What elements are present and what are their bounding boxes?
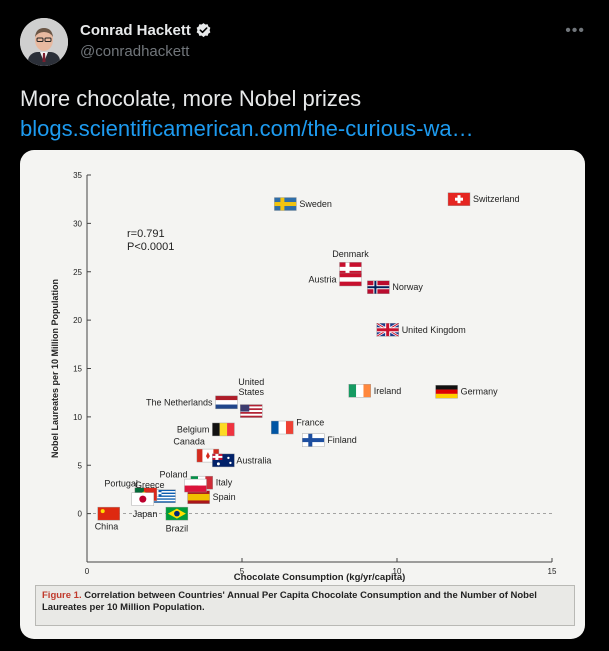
flag-austria bbox=[339, 272, 362, 287]
flag-spain bbox=[187, 490, 210, 504]
chart-labels: Switzerland Sweden Denmark Austria Norway Uni… bbox=[95, 194, 520, 533]
x-tick-label: 0 bbox=[85, 567, 90, 576]
scatter-chart: 0 5 10 15 20 25 30 35 0 5 10 15 Chocolate Consumptio… bbox=[50, 171, 557, 583]
y-tick-label: 25 bbox=[73, 268, 82, 277]
point-label: Finland bbox=[327, 435, 357, 445]
user-handle[interactable]: @conradhackett bbox=[80, 43, 190, 60]
flag-brazil bbox=[165, 506, 189, 521]
flag-united-kingdom bbox=[376, 322, 400, 338]
y-tick-label: 35 bbox=[73, 171, 82, 180]
point-label: Denmark bbox=[332, 249, 369, 259]
point-label: Austria bbox=[308, 274, 336, 284]
figure-caption-label: Figure 1. bbox=[42, 590, 82, 601]
avatar-image bbox=[20, 18, 68, 66]
tweet-text: More chocolate, more Nobel prizes bbox=[20, 86, 362, 111]
y-tick-label: 15 bbox=[73, 365, 82, 374]
y-tick-label: 30 bbox=[73, 219, 82, 228]
point-label: China bbox=[95, 522, 119, 532]
point-label: France bbox=[296, 418, 324, 428]
y-tick-label: 20 bbox=[73, 316, 82, 325]
point-label: Canada bbox=[173, 437, 205, 447]
flag-norway bbox=[367, 280, 390, 294]
point-label: Spain bbox=[213, 492, 236, 502]
y-tick-label: 5 bbox=[78, 461, 83, 470]
tweet-link[interactable]: blogs.scientificamerican.com/the-curious… bbox=[20, 116, 474, 141]
x-tick-label: 15 bbox=[548, 567, 557, 576]
figure-caption-text: Correlation between Countries' Annual Pe… bbox=[42, 590, 537, 613]
flag-france bbox=[271, 420, 294, 435]
more-options-icon[interactable]: ••• bbox=[565, 22, 585, 39]
point-label: States bbox=[239, 387, 265, 397]
flag-belgium bbox=[212, 422, 235, 437]
flag-china bbox=[97, 506, 120, 521]
figure-caption: Figure 1. Correlation between Countries'… bbox=[35, 585, 575, 626]
point-label-united: United bbox=[238, 377, 264, 387]
x-axis-label: Chocolate Consumption (kg/yr/capita) bbox=[234, 572, 406, 583]
point-label: Australia bbox=[236, 455, 271, 465]
flag-greece bbox=[153, 489, 176, 503]
point-label: Belgium bbox=[177, 424, 210, 434]
point-label: Norway bbox=[392, 282, 423, 292]
point-label: Sweden bbox=[299, 199, 332, 209]
stat-annotation: P<0.0001 bbox=[127, 241, 174, 253]
point-label: Italy bbox=[216, 478, 233, 488]
y-axis-label: Nobel Laureates per 10 Million Populatio… bbox=[50, 279, 60, 458]
y-tick-label: 10 bbox=[73, 413, 82, 422]
y-tick-label: 0 bbox=[78, 510, 83, 519]
chart-points bbox=[97, 192, 471, 521]
point-label: Greece bbox=[135, 480, 165, 490]
flag-japan bbox=[131, 492, 155, 506]
flag-ireland bbox=[348, 384, 371, 398]
point-label: United Kingdom bbox=[402, 325, 466, 335]
point-label: Japan bbox=[133, 509, 158, 519]
point-label: The Netherlands bbox=[146, 397, 213, 407]
point-label: Ireland bbox=[374, 386, 402, 396]
point-label: Germany bbox=[461, 387, 499, 397]
verified-badge-icon bbox=[196, 23, 211, 38]
point-label: Brazil bbox=[166, 524, 189, 534]
tweet-image-card[interactable]: 0 5 10 15 20 25 30 35 0 5 10 15 Chocolate Consumptio… bbox=[20, 150, 585, 639]
point-label: Switzerland bbox=[473, 194, 520, 204]
stat-annotation: r=0.791 bbox=[127, 228, 165, 240]
x-tick-label: 5 bbox=[240, 567, 245, 576]
flag-australia bbox=[212, 453, 235, 468]
display-name[interactable]: Conrad Hackett bbox=[80, 22, 191, 39]
point-label: Poland bbox=[159, 470, 187, 480]
x-tick-label: 10 bbox=[393, 567, 402, 576]
flag-switzerland bbox=[447, 192, 471, 206]
flag-the-netherlands bbox=[215, 395, 238, 410]
flag-united-states bbox=[240, 404, 263, 418]
flag-sweden bbox=[274, 197, 297, 211]
point-label: Portugal bbox=[104, 478, 138, 488]
flag-germany bbox=[435, 385, 458, 399]
flag-finland bbox=[302, 433, 325, 447]
chart-axes: 0 5 10 15 20 25 30 35 0 5 10 15 Chocolate Consumptio… bbox=[50, 171, 557, 583]
avatar[interactable] bbox=[20, 18, 68, 66]
flag-poland bbox=[184, 478, 207, 493]
